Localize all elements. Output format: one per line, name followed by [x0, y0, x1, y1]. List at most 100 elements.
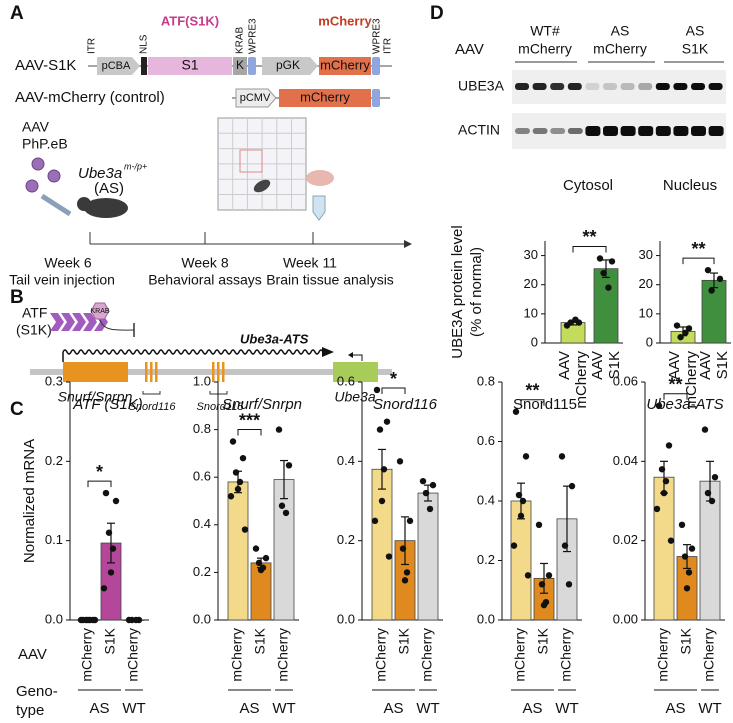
blot-band: [550, 128, 566, 134]
data-point: [385, 553, 393, 560]
virus-icon: [25, 179, 39, 193]
blot-band: [708, 83, 723, 90]
blot-band: [691, 126, 706, 136]
row-label: type: [16, 702, 44, 719]
part-label: pCBA: [102, 60, 131, 72]
chart-title: ATF (S1K): [72, 396, 142, 413]
x-tick-label: mCherry: [573, 351, 590, 409]
data-point: [655, 402, 663, 409]
row-label: AAV: [18, 646, 47, 663]
blot-band: [708, 126, 724, 136]
data-point: [102, 489, 110, 497]
chart-title: Ube3a-ATS: [646, 396, 723, 413]
group-label: AS: [239, 700, 259, 717]
data-point: [227, 493, 235, 500]
significance-label: ***: [239, 410, 260, 430]
data-point: [658, 466, 666, 473]
y-tick-label: 30: [639, 247, 653, 262]
data-point: [282, 509, 290, 517]
lane-label: AS: [686, 23, 705, 39]
panel-label: A: [10, 3, 24, 24]
construct-header: ATF(S1K): [161, 13, 219, 28]
chart-title: Snord116: [373, 396, 438, 413]
significance-bracket: [237, 429, 262, 436]
virus-icon: [47, 169, 61, 183]
data-point: [653, 505, 661, 513]
y-tick-label: 10: [639, 305, 653, 320]
arena-center: [239, 149, 263, 173]
data-point: [100, 585, 108, 592]
data-point: [285, 462, 293, 469]
y-tick-label: 0.0: [45, 611, 63, 626]
data-point: [678, 521, 686, 528]
y-tick-label: 0.06: [613, 373, 638, 388]
mouse-icon: [84, 198, 128, 218]
tube-icon: [312, 195, 326, 221]
y-tick-label: 0.0: [193, 611, 211, 626]
snord-exon: [150, 362, 153, 382]
y-axis-label: (% of normal): [468, 247, 485, 337]
group-label: WT: [272, 700, 295, 717]
y-tick-label: 0.6: [477, 433, 495, 448]
group-label: WT: [555, 700, 578, 717]
data-point: [234, 485, 242, 493]
timeline-event: Tail vein injection: [9, 272, 115, 288]
timeline-week: Week 8: [181, 255, 228, 271]
virus-icon: [31, 157, 45, 171]
data-point: [376, 426, 384, 433]
y-tick-label: 0.2: [45, 453, 63, 468]
bar: [653, 476, 675, 621]
blot-band: [638, 83, 653, 90]
gene-label: Snord115: [197, 401, 245, 413]
part-label: K: [236, 58, 244, 72]
timeline-event: Brain tissue analysis: [266, 272, 394, 288]
snord-exon: [217, 362, 220, 382]
row-label: AAV: [455, 41, 484, 58]
data-point: [275, 426, 283, 433]
group-label: WT: [698, 700, 721, 717]
x-tick-label: mCherry: [683, 351, 700, 409]
blot-band: [620, 126, 636, 136]
y-tick-label: 0.6: [337, 373, 355, 388]
significance-bracket: [682, 257, 715, 265]
blot-band: [603, 83, 617, 90]
blot-band: [567, 83, 582, 90]
group-label: WT: [122, 700, 145, 717]
y-tick-label: 0.2: [337, 532, 355, 547]
data-point: [711, 474, 719, 481]
significance-label: **: [691, 239, 705, 259]
x-tick-label: mCherry: [125, 628, 141, 682]
atf-chevron: [83, 313, 97, 331]
snord-exon: [155, 362, 158, 382]
data-point: [572, 316, 579, 323]
y-tick-label: 0.4: [193, 516, 211, 531]
data-point: [257, 566, 265, 574]
atf-chevron: [61, 313, 75, 331]
data-point: [373, 386, 381, 394]
y-tick-label: 0.6: [193, 469, 211, 484]
mouse-genotype: m-/p+: [124, 161, 147, 171]
ube3a-direction: [348, 352, 353, 358]
snord-exon: [212, 362, 215, 382]
lane-label: mCherry: [593, 41, 647, 57]
significance-bracket: [520, 399, 545, 406]
y-tick-label: 0.00: [613, 611, 638, 626]
gene-snurf: [63, 362, 128, 382]
data-point: [232, 469, 240, 476]
data-point: [558, 453, 566, 460]
data-point: [255, 559, 263, 567]
blot-band: [620, 83, 635, 90]
x-tick-label: S1K: [396, 627, 412, 654]
factor-label: (S1K): [16, 322, 52, 338]
significance-label: **: [668, 375, 682, 395]
blot-band: [532, 83, 547, 90]
chart-title: Cytosol: [563, 177, 613, 194]
data-point: [683, 585, 691, 592]
gene-label: Ube3a: [334, 389, 375, 405]
data-point: [422, 489, 430, 497]
y-tick-label: 0.0: [477, 611, 495, 626]
bar: [593, 268, 619, 344]
x-tick-label: mCherry: [512, 628, 528, 682]
y-tick-label: 0.04: [613, 453, 638, 468]
data-point: [673, 322, 681, 329]
